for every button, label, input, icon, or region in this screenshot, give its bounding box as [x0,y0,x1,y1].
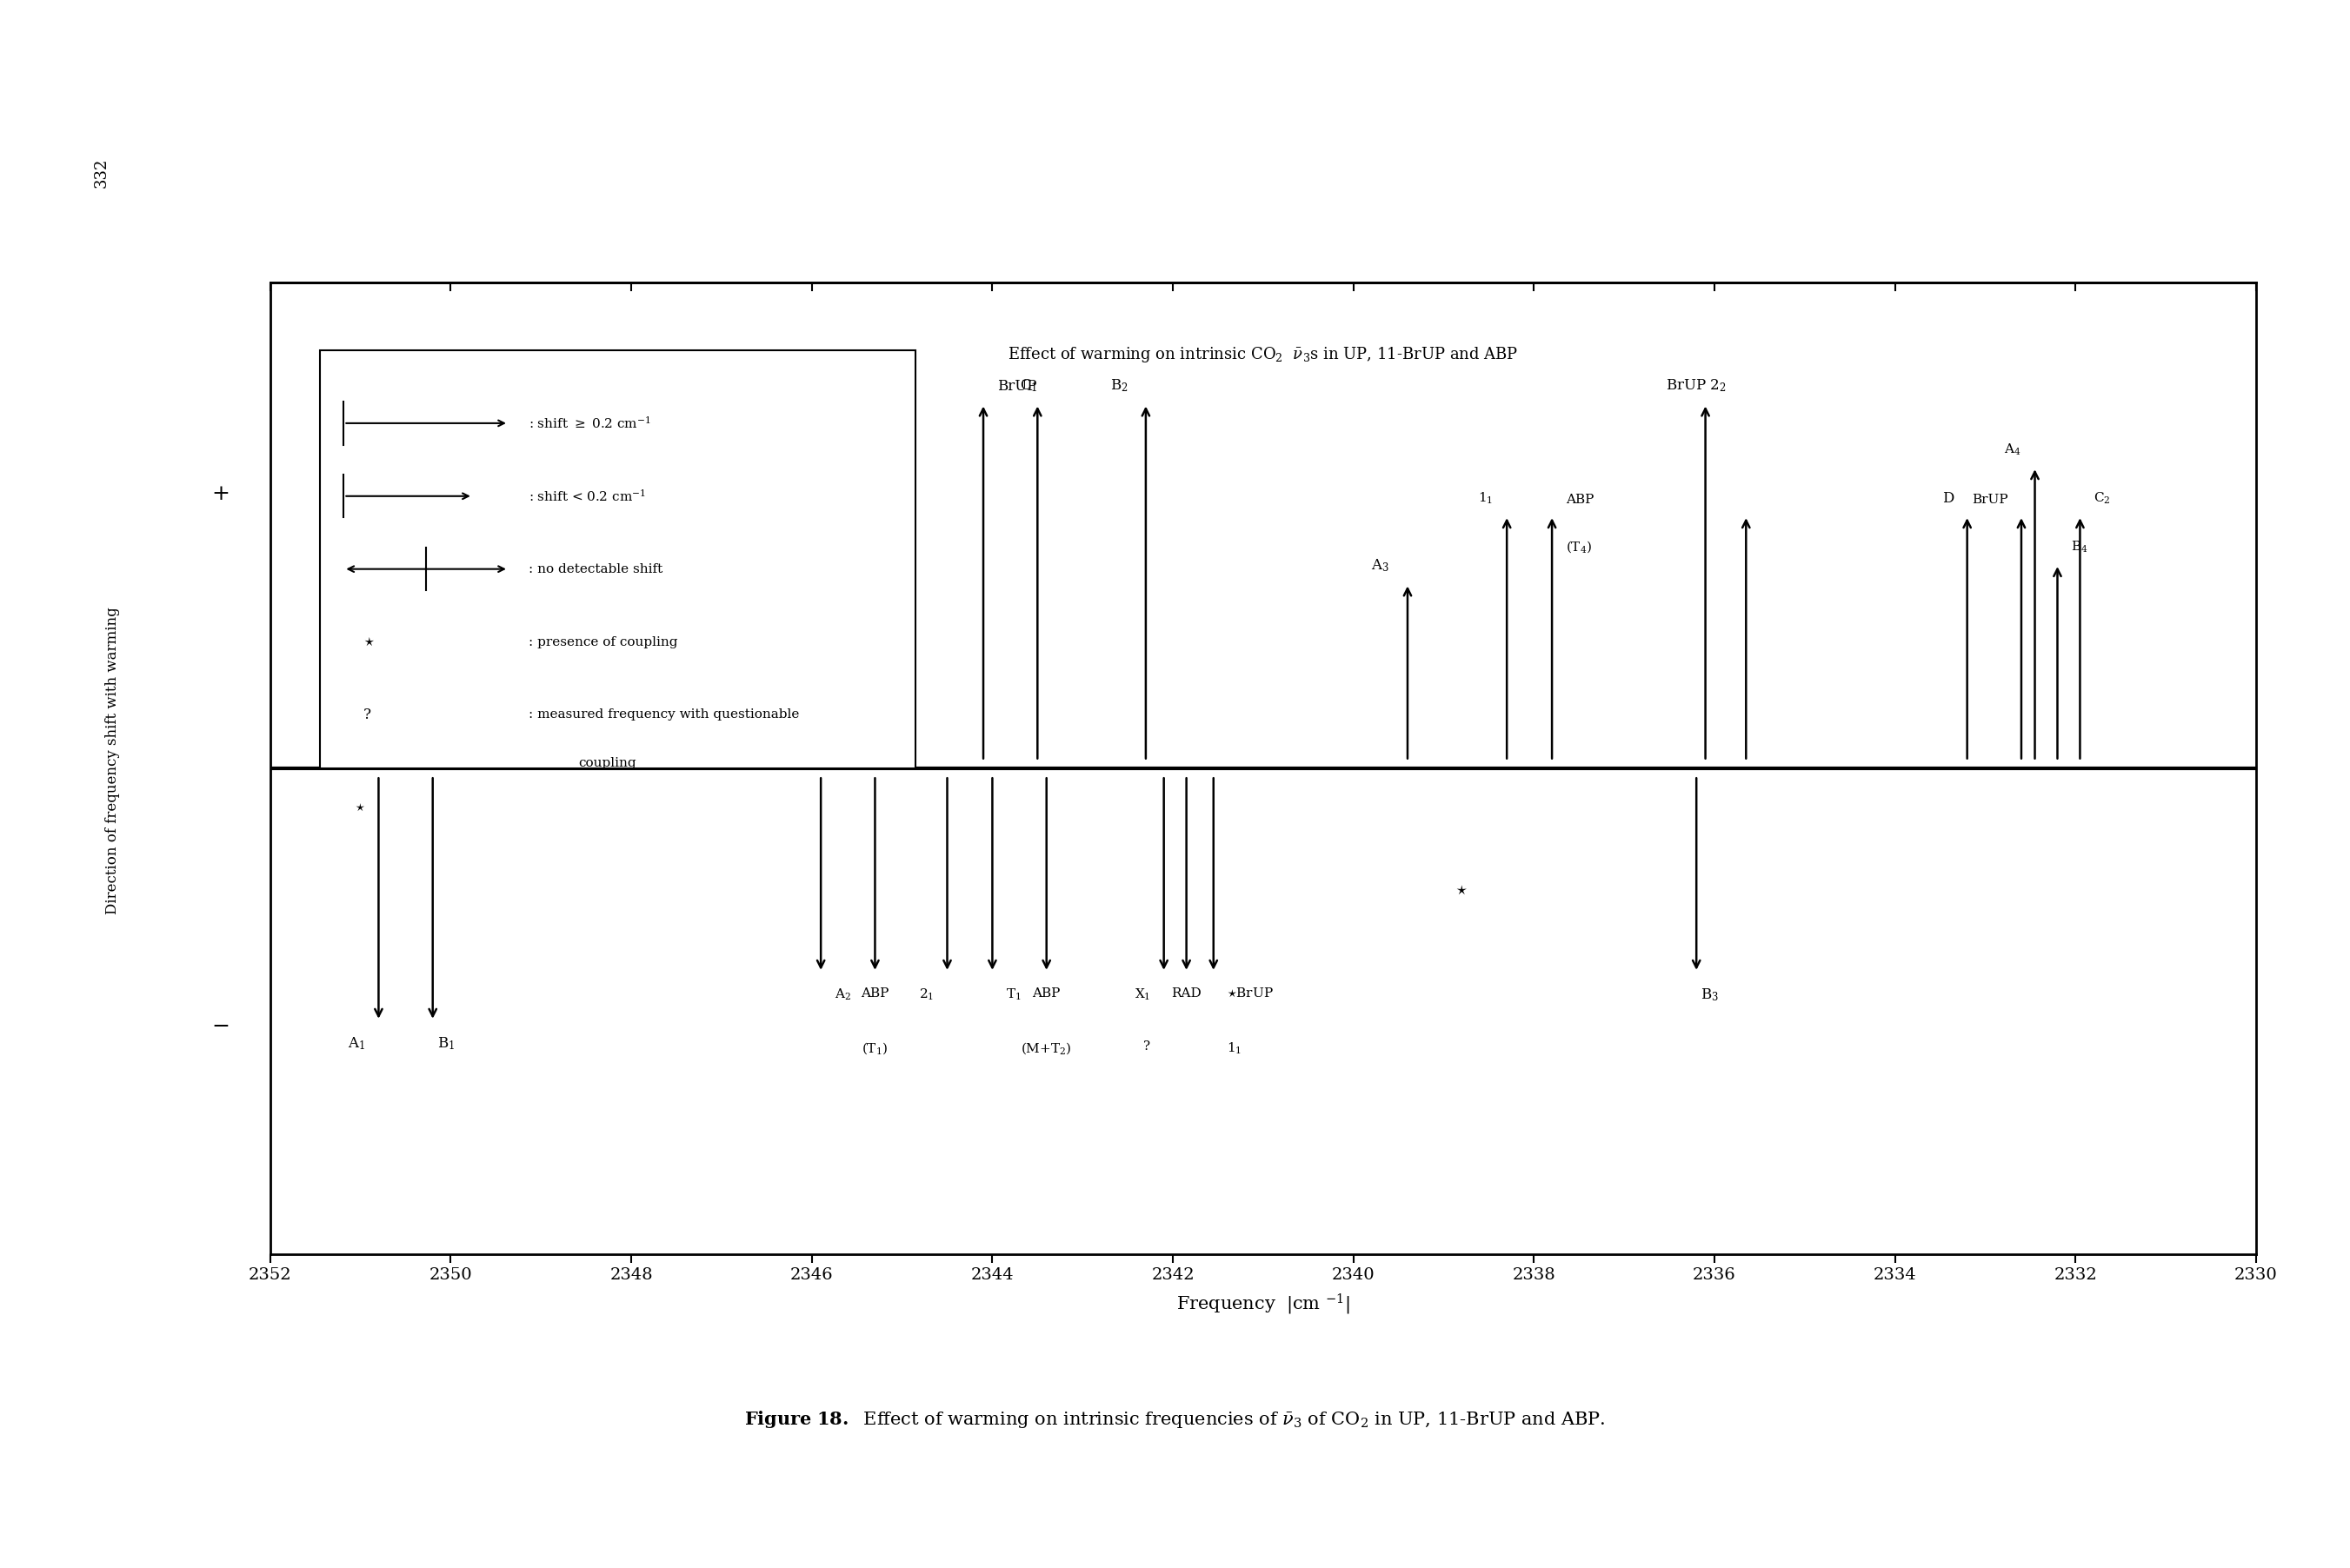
Text: ABP: ABP [1032,988,1060,999]
Text: Direction of frequency shift with warming: Direction of frequency shift with warmin… [106,607,120,914]
Text: : measured frequency with questionable: : measured frequency with questionable [529,709,799,721]
Text: B$_1$: B$_1$ [437,1035,456,1052]
Text: ABP: ABP [1565,494,1593,506]
Text: (M+T$_2$): (M+T$_2$) [1020,1041,1072,1055]
Text: coupling: coupling [578,757,637,770]
Text: BrUP: BrUP [1972,494,2007,506]
Text: ABP: ABP [860,988,888,999]
Text: C$_2$: C$_2$ [2094,491,2110,506]
Text: A$_4$: A$_4$ [2005,442,2021,458]
Text: T$_1$: T$_1$ [1006,988,1022,1002]
Text: C$_1$: C$_1$ [1020,378,1036,394]
Text: 1$_1$: 1$_1$ [1478,491,1492,506]
Text: Effect of warming on intrinsic CO$_2$  $\bar{\nu}_{3}$s in UP, 11-BrUP and ABP: Effect of warming on intrinsic CO$_2$ $\… [1008,345,1518,364]
Text: 1$_1$: 1$_1$ [1227,1041,1241,1055]
Text: $\star$BrUP: $\star$BrUP [1227,988,1274,999]
Text: RAD: RAD [1170,988,1201,999]
Text: : shift $\geq$ 0.2 cm$^{-1}$: : shift $\geq$ 0.2 cm$^{-1}$ [529,416,651,431]
Text: (T$_4$): (T$_4$) [1565,539,1591,555]
Text: −: − [212,1018,230,1036]
Text: 2$_1$: 2$_1$ [919,988,933,1002]
Text: 332: 332 [94,157,108,188]
Text: B$_4$: B$_4$ [2070,539,2089,555]
Text: : presence of coupling: : presence of coupling [529,637,677,648]
Text: D: D [1941,491,1953,506]
Text: ?: ? [364,707,371,723]
Text: : shift < 0.2 cm$^{-1}$: : shift < 0.2 cm$^{-1}$ [529,488,646,503]
Text: X$_1$: X$_1$ [1135,988,1149,1002]
Text: BrUP: BrUP [996,379,1036,394]
Bar [320,350,917,768]
Text: A$_1$: A$_1$ [348,1035,364,1052]
Text: B$_3$: B$_3$ [1701,988,1718,1004]
X-axis label: Frequency  |cm $^{-1}$|: Frequency |cm $^{-1}$| [1177,1292,1349,1317]
Text: $\star$: $\star$ [355,801,364,814]
Text: $\mathbf{Figure\ 18.}$  Effect of warming on intrinsic frequencies of $\bar{\nu}: $\mathbf{Figure\ 18.}$ Effect of warming… [745,1408,1605,1430]
Text: +: + [212,485,230,503]
Text: B$_2$: B$_2$ [1109,378,1128,394]
Text: $\star$: $\star$ [364,635,376,649]
Text: ?: ? [1142,1041,1149,1052]
Text: $\star$: $\star$ [1455,883,1469,897]
Text: BrUP 2$_2$: BrUP 2$_2$ [1666,378,1727,394]
Text: A$_2$: A$_2$ [834,988,851,1002]
Text: A$_3$: A$_3$ [1372,558,1389,574]
Text: (T$_1$): (T$_1$) [862,1041,888,1055]
Text: : no detectable shift: : no detectable shift [529,563,663,575]
